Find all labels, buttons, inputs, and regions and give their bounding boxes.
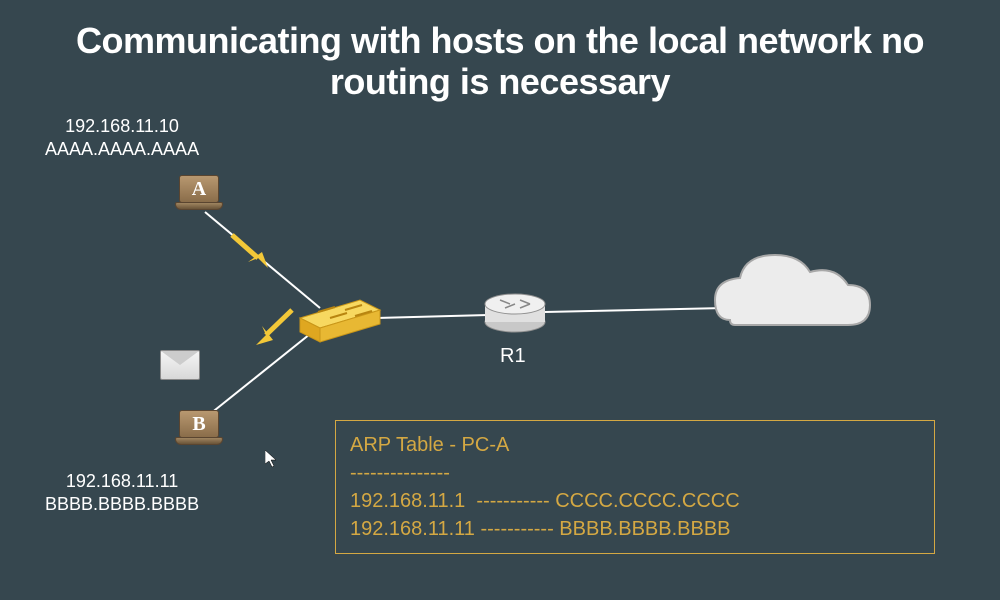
- host-b-mac: BBBB.BBBB.BBBB: [45, 493, 199, 516]
- arp-row: 192.168.11.1 ----------- CCCC.CCCC.CCCC: [350, 487, 920, 515]
- router-icon: [485, 294, 545, 332]
- arrow-icon: [256, 310, 292, 345]
- arp-table: ARP Table - PC-A --------------- 192.168…: [335, 420, 935, 554]
- cursor-icon: [265, 450, 279, 473]
- arp-header: ARP Table - PC-A: [350, 431, 920, 459]
- laptop-a-icon: A: [175, 175, 223, 215]
- page-title: Communicating with hosts on the local ne…: [0, 20, 1000, 103]
- arp-divider: ---------------: [350, 459, 920, 487]
- laptop-b-icon: B: [175, 410, 223, 450]
- packet-icon: [160, 350, 200, 380]
- host-a-label: 192.168.11.10 AAAA.AAAA.AAAA: [45, 115, 199, 162]
- host-b-ip: 192.168.11.11: [45, 470, 199, 493]
- host-a-ip: 192.168.11.10: [45, 115, 199, 138]
- router-label: R1: [500, 345, 526, 368]
- switch-icon: [300, 300, 380, 342]
- arrow-icon: [232, 235, 268, 268]
- host-b-label: 192.168.11.11 BBBB.BBBB.BBBB: [45, 470, 199, 517]
- arp-row: 192.168.11.11 ----------- BBBB.BBBB.BBBB: [350, 515, 920, 543]
- laptop-b-letter: B: [192, 413, 205, 436]
- cloud-icon: [715, 255, 870, 325]
- host-a-mac: AAAA.AAAA.AAAA: [45, 138, 199, 161]
- laptop-a-letter: A: [192, 178, 206, 201]
